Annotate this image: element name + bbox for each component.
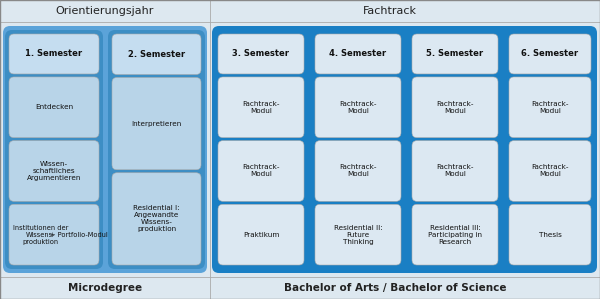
FancyBboxPatch shape — [218, 34, 304, 74]
Text: + Portfolio-Modul: + Portfolio-Modul — [49, 232, 107, 238]
FancyBboxPatch shape — [112, 173, 201, 265]
Text: Fachtrack-
Modul: Fachtrack- Modul — [436, 164, 474, 178]
FancyBboxPatch shape — [509, 77, 591, 138]
FancyBboxPatch shape — [509, 141, 591, 201]
FancyBboxPatch shape — [3, 26, 207, 273]
Text: Residential II:
Future
Thinking: Residential II: Future Thinking — [334, 225, 382, 245]
FancyBboxPatch shape — [412, 141, 498, 201]
FancyBboxPatch shape — [315, 141, 401, 201]
Text: Fachtrack-
Modul: Fachtrack- Modul — [339, 164, 377, 178]
Text: Microdegree: Microdegree — [68, 283, 142, 293]
Text: Fachtrack: Fachtrack — [363, 6, 417, 16]
Text: Praktikum: Praktikum — [243, 232, 279, 238]
Text: Bachelor of Arts / Bachelor of Science: Bachelor of Arts / Bachelor of Science — [284, 283, 506, 293]
Text: Entdecken: Entdecken — [35, 104, 73, 110]
Text: Orientierungsjahr: Orientierungsjahr — [56, 6, 154, 16]
FancyBboxPatch shape — [9, 34, 99, 74]
Text: 2. Semester: 2. Semester — [128, 50, 185, 59]
FancyBboxPatch shape — [218, 141, 304, 201]
FancyBboxPatch shape — [505, 30, 595, 269]
FancyBboxPatch shape — [9, 141, 99, 201]
Text: Institutionen der
Wissens-
produktion: Institutionen der Wissens- produktion — [13, 225, 68, 245]
FancyBboxPatch shape — [412, 34, 498, 74]
FancyBboxPatch shape — [412, 77, 498, 138]
Text: 4. Semester: 4. Semester — [329, 49, 386, 59]
FancyBboxPatch shape — [5, 30, 103, 269]
FancyBboxPatch shape — [412, 204, 498, 265]
FancyBboxPatch shape — [112, 77, 201, 170]
FancyBboxPatch shape — [311, 30, 405, 269]
Text: 6. Semester: 6. Semester — [521, 49, 578, 59]
Text: Fachtrack-
Modul: Fachtrack- Modul — [531, 101, 569, 114]
Text: Interpretieren: Interpretieren — [131, 120, 182, 126]
FancyBboxPatch shape — [218, 204, 304, 265]
FancyBboxPatch shape — [315, 34, 401, 74]
FancyBboxPatch shape — [509, 34, 591, 74]
FancyBboxPatch shape — [9, 204, 99, 265]
FancyBboxPatch shape — [218, 77, 304, 138]
FancyBboxPatch shape — [212, 26, 597, 273]
FancyBboxPatch shape — [315, 204, 401, 265]
FancyBboxPatch shape — [214, 30, 308, 269]
FancyBboxPatch shape — [9, 77, 99, 138]
Text: 1. Semester: 1. Semester — [25, 49, 83, 59]
Text: Fachtrack-
Modul: Fachtrack- Modul — [242, 101, 280, 114]
Text: Fachtrack-
Modul: Fachtrack- Modul — [242, 164, 280, 178]
Text: 5. Semester: 5. Semester — [427, 49, 484, 59]
Text: Fachtrack-
Modul: Fachtrack- Modul — [436, 101, 474, 114]
Text: 3. Semester: 3. Semester — [233, 49, 290, 59]
Text: Thesis: Thesis — [539, 232, 562, 238]
FancyBboxPatch shape — [108, 30, 205, 269]
FancyBboxPatch shape — [408, 30, 502, 269]
Text: Fachtrack-
Modul: Fachtrack- Modul — [339, 101, 377, 114]
Text: Residential I:
Angewandte
Wissens-
produktion: Residential I: Angewandte Wissens- produ… — [133, 205, 180, 232]
Text: Fachtrack-
Modul: Fachtrack- Modul — [531, 164, 569, 178]
FancyBboxPatch shape — [509, 204, 591, 265]
Text: Wissen-
schaftliches
Argumentieren: Wissen- schaftliches Argumentieren — [27, 161, 81, 181]
FancyBboxPatch shape — [112, 34, 201, 74]
Text: Residential III:
Participating in
Research: Residential III: Participating in Resear… — [428, 225, 482, 245]
FancyBboxPatch shape — [315, 77, 401, 138]
